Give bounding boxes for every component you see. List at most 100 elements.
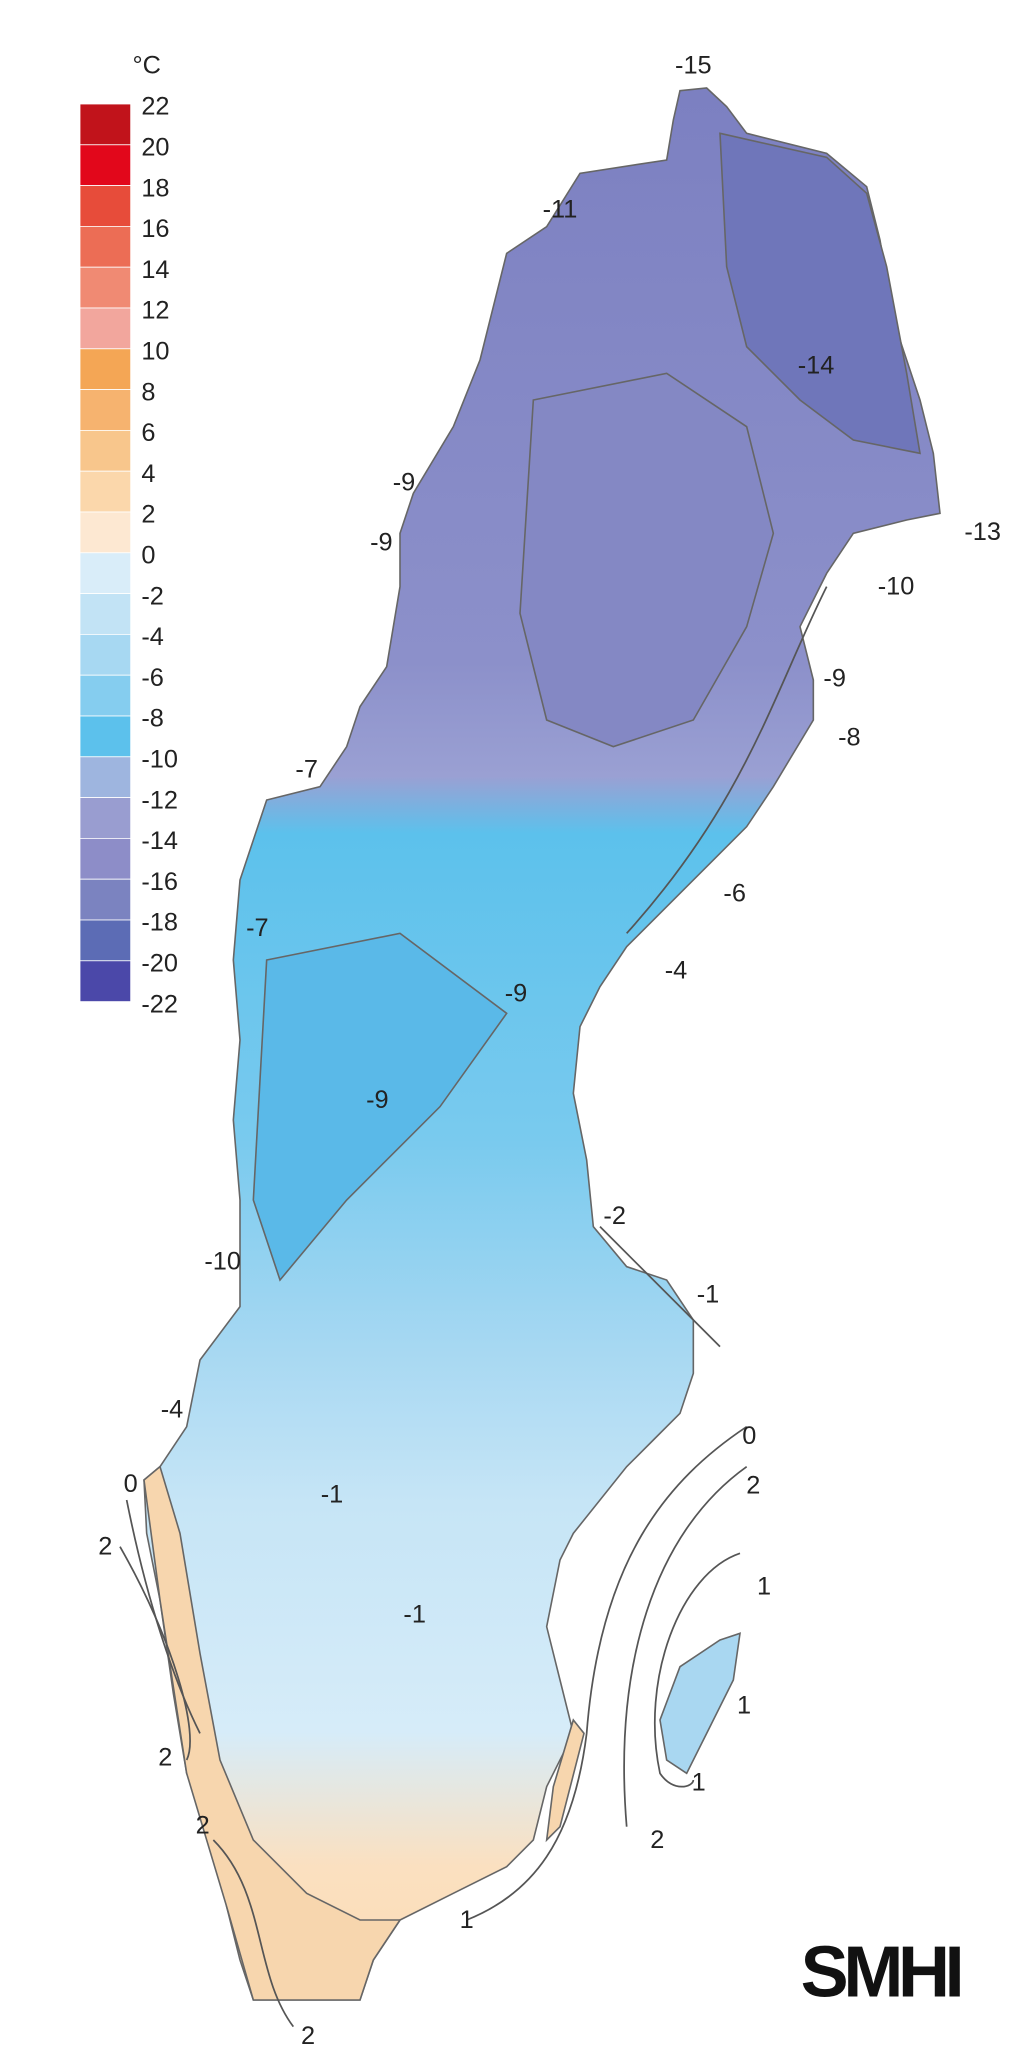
contour-label: -6 xyxy=(723,879,746,907)
legend-label: 16 xyxy=(141,215,169,243)
contour-label: -1 xyxy=(697,1281,720,1309)
contour-label: -1 xyxy=(321,1481,344,1509)
legend-label: -20 xyxy=(141,949,178,977)
contour-label: -9 xyxy=(823,665,846,693)
contour-label: -7 xyxy=(295,755,318,783)
legend-label: -14 xyxy=(141,827,178,855)
contour-label: 0 xyxy=(742,1422,756,1450)
contour-label: 2 xyxy=(301,2022,315,2048)
contour-label: -13 xyxy=(964,518,1001,546)
contour-label: 1 xyxy=(692,1769,706,1797)
contour xyxy=(212,1839,295,2028)
north-cold-zone xyxy=(719,132,921,455)
legend-label: -8 xyxy=(141,705,164,733)
west-coast xyxy=(143,1465,402,2001)
legend-swatch xyxy=(79,307,132,350)
contour-label: -11 xyxy=(543,195,578,223)
legend-label: -2 xyxy=(141,582,164,610)
legend-swatch xyxy=(79,552,132,595)
legend-swatch xyxy=(79,103,132,146)
legend: °C 2220181614121086420-2-4-6-8-10-12-14-… xyxy=(79,51,178,1018)
legend-label: 2 xyxy=(141,501,155,529)
contour-label: 2 xyxy=(650,1826,664,1854)
contour-label: 1 xyxy=(757,1573,771,1601)
legend-swatch xyxy=(79,429,132,472)
legend-label: 4 xyxy=(141,460,155,488)
legend-swatch xyxy=(79,470,132,513)
legend-swatch xyxy=(79,348,132,391)
contour-label: 1 xyxy=(460,1906,474,1934)
contour xyxy=(626,586,828,934)
legend-swatch xyxy=(79,674,132,717)
contour-label: 0 xyxy=(124,1470,138,1498)
contour-label: -15 xyxy=(675,51,712,79)
contour-lines xyxy=(119,586,828,2028)
legend-swatch xyxy=(79,633,132,676)
legend-label: -16 xyxy=(141,868,178,896)
legend-label: 8 xyxy=(141,378,155,406)
legend-swatch xyxy=(79,919,132,962)
contour-label: -8 xyxy=(838,723,861,751)
legend-label: 6 xyxy=(141,419,155,447)
contour-label: -2 xyxy=(603,1202,626,1230)
inland-cold-zone xyxy=(519,372,775,748)
legend-label: 18 xyxy=(141,174,169,202)
contour-label: -14 xyxy=(798,351,835,379)
legend-label: 10 xyxy=(141,337,169,365)
legend-swatch xyxy=(79,185,132,227)
contour xyxy=(599,1226,721,1348)
legend-swatch xyxy=(79,715,132,758)
contour xyxy=(125,1499,201,1734)
mid-cold-zone xyxy=(252,932,508,1282)
contour-label: -10 xyxy=(878,573,915,601)
legend-swatch xyxy=(79,511,132,554)
legend-label: 12 xyxy=(141,297,169,325)
contour xyxy=(653,1552,741,1788)
contour xyxy=(623,1465,748,1827)
legend-unit: °C xyxy=(132,51,160,79)
legend-swatch xyxy=(79,797,132,839)
contour-label: -4 xyxy=(161,1395,184,1423)
contour-label: -10 xyxy=(204,1247,241,1275)
legend-swatch xyxy=(79,389,132,431)
legend-label: 20 xyxy=(141,133,169,161)
contour-label: -9 xyxy=(366,1086,389,1114)
contour xyxy=(466,1425,748,1921)
contour-label: 2 xyxy=(196,1811,210,1839)
contour-label: 2 xyxy=(158,1743,172,1771)
legend-label: 22 xyxy=(141,93,169,121)
gotland xyxy=(659,1632,741,1775)
legend-label: -10 xyxy=(141,745,178,773)
contour-label: -1 xyxy=(403,1601,426,1629)
legend-label: 14 xyxy=(141,256,169,284)
contour-label: -7 xyxy=(246,914,269,942)
oland xyxy=(545,1718,585,1843)
contour-label: 1 xyxy=(737,1691,751,1719)
legend-swatch xyxy=(79,960,132,1002)
legend-label: -12 xyxy=(141,786,178,814)
contour-label: -4 xyxy=(665,957,688,985)
legend-swatch xyxy=(79,593,132,635)
legend-swatch xyxy=(79,144,132,186)
legend-label: -4 xyxy=(141,623,164,651)
legend-label: -18 xyxy=(141,909,178,937)
legend-label: -22 xyxy=(141,990,178,1018)
legend-swatch xyxy=(79,226,132,268)
legend-swatch xyxy=(79,837,132,880)
legend-swatch xyxy=(79,266,132,309)
contour-label: -9 xyxy=(393,469,416,497)
country xyxy=(143,87,941,2001)
logo: SMHI xyxy=(801,1932,961,2012)
legend-swatch xyxy=(79,756,132,798)
legend-label: -6 xyxy=(141,664,164,692)
contour-label: -9 xyxy=(505,979,528,1007)
contour-labels: -15-11-14-9-9 -13-10-9-8-7-6-7-4-9-9-2-1-… xyxy=(98,51,1001,2048)
contour-label: -9 xyxy=(370,529,393,557)
legend-swatch xyxy=(79,878,132,921)
contour-label: 2 xyxy=(98,1533,112,1561)
contour-label: 2 xyxy=(746,1471,760,1499)
legend-label: 0 xyxy=(141,541,155,569)
contour xyxy=(119,1546,191,1761)
